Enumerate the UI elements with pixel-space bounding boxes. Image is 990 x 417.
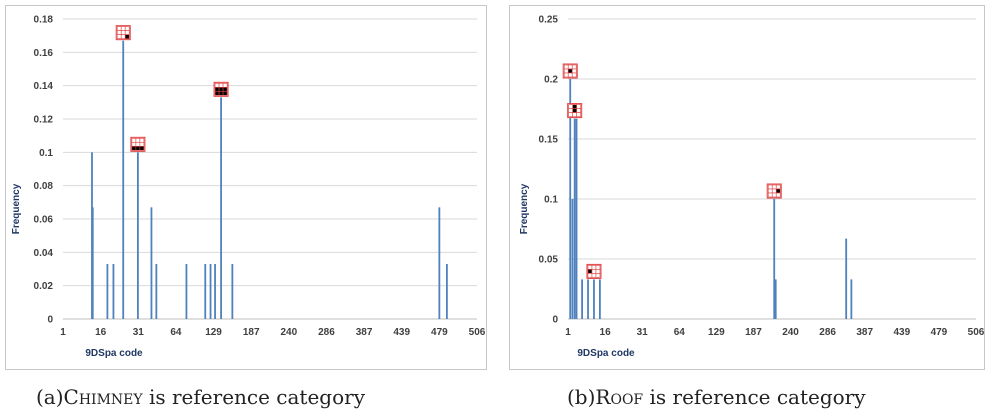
caption-prefix: (b) (567, 385, 596, 409)
x-tick-label: 31 (133, 327, 145, 338)
y-tick-label: 0 (552, 315, 558, 326)
x-tick-label: 506 (968, 327, 985, 338)
bar (91, 207, 94, 319)
caption-roof: (b)Roof is reference category (567, 385, 866, 409)
bar (185, 264, 188, 319)
y-tick-label: 0.15 (539, 135, 559, 146)
chart-roof: 0 0.05 0.1 0.15 0.2 0.25 1 16 31 64 129 187 240 286 38… (519, 15, 985, 360)
chart-panel-chimney: 0 0.02 0.04 0.06 0.08 0.1 0.12 0.14 0.16 0.18 1 16 3… (5, 5, 487, 370)
x-tick-label: 286 (318, 327, 335, 338)
x-tick-label: 16 (95, 327, 107, 338)
x-tick-label: 286 (819, 327, 836, 338)
bar (220, 97, 222, 319)
bar (155, 264, 158, 319)
x-axis-title: 9DSpa code (577, 348, 635, 359)
bar (573, 118, 576, 319)
bar (575, 118, 578, 319)
x-tick-label: 1 (60, 327, 66, 338)
caption-category: Roof (595, 385, 644, 409)
bar (773, 199, 776, 319)
x-tick-label: 387 (856, 327, 873, 338)
y-tick-label: 0.14 (34, 81, 54, 92)
y-axis-title: Frequency (519, 183, 530, 234)
y-tick-label: 0.18 (34, 15, 54, 26)
y-tick-label: 0.2 (544, 75, 558, 86)
bar (112, 264, 115, 319)
bar (593, 279, 595, 319)
x-tick-label: 506 (469, 327, 486, 338)
chart-chimney: 0 0.02 0.04 0.06 0.08 0.1 0.12 0.14 0.16 0.18 1 16 3… (11, 15, 486, 360)
y-tick-label: 0.04 (34, 248, 54, 259)
grid-glyph-icon (562, 63, 578, 79)
bar (438, 207, 441, 319)
x-tick-label: 240 (782, 327, 799, 338)
grid-glyph-icon (567, 103, 583, 119)
bar (122, 40, 125, 320)
caption-suffix: is reference category (142, 385, 366, 409)
caption-chimney: (a)Chimney is reference category (36, 385, 365, 409)
bar (598, 279, 601, 319)
grid-glyph-icon (130, 136, 146, 152)
x-axis-title: 9DSpa code (85, 348, 143, 359)
x-tick-label: 387 (356, 327, 373, 338)
caption-category: Chimney (63, 385, 143, 409)
bar (581, 279, 583, 319)
caption-prefix: (a) (36, 385, 64, 409)
x-tick-label: 129 (205, 327, 222, 338)
caption-suffix: is reference category (643, 385, 866, 409)
grid-glyph-icon (586, 263, 602, 279)
bar (231, 264, 234, 319)
bar (774, 279, 777, 319)
y-tick-label: 0 (47, 315, 53, 326)
x-tick-label: 479 (431, 327, 448, 338)
y-axis-title: Frequency (11, 183, 22, 234)
grid-glyph-icon (766, 183, 782, 199)
grid-glyph-icon (213, 81, 229, 97)
x-tick-label: 64 (674, 327, 686, 338)
y-tick-label: 0.12 (34, 115, 54, 126)
grid-glyph-icon (115, 25, 131, 41)
x-tick-label: 129 (708, 327, 725, 338)
bar (445, 264, 448, 319)
bar (214, 264, 216, 319)
y-tick-label: 0.25 (539, 15, 559, 26)
bar (569, 79, 572, 319)
bar (850, 279, 853, 319)
x-tick-label: 439 (893, 327, 910, 338)
y-tick-label: 0.06 (34, 215, 54, 226)
y-tick-label: 0.08 (34, 181, 54, 192)
y-tick-label: 0.05 (539, 255, 559, 266)
bar (106, 264, 109, 319)
y-tick-label: 0.1 (39, 148, 53, 159)
x-tick-label: 187 (745, 327, 762, 338)
x-tick-label: 31 (637, 327, 649, 338)
x-tick-label: 16 (600, 327, 612, 338)
x-tick-label: 439 (393, 327, 410, 338)
y-tick-label: 0.16 (34, 48, 54, 59)
y-tick-label: 0.1 (544, 195, 558, 206)
x-tick-label: 1 (565, 327, 571, 338)
bar (209, 264, 212, 319)
x-tick-label: 479 (931, 327, 948, 338)
bar (204, 264, 207, 319)
bar (587, 279, 589, 319)
chart-panel-roof: 0 0.05 0.1 0.15 0.2 0.25 1 16 31 64 129 187 240 286 38… (509, 5, 985, 370)
bar (136, 152, 139, 319)
bar (150, 207, 153, 319)
x-tick-label: 240 (280, 327, 297, 338)
x-tick-label: 64 (170, 327, 182, 338)
y-tick-label: 0.02 (34, 281, 54, 292)
x-tick-label: 187 (243, 327, 260, 338)
bar (571, 199, 574, 319)
bar (845, 238, 848, 319)
